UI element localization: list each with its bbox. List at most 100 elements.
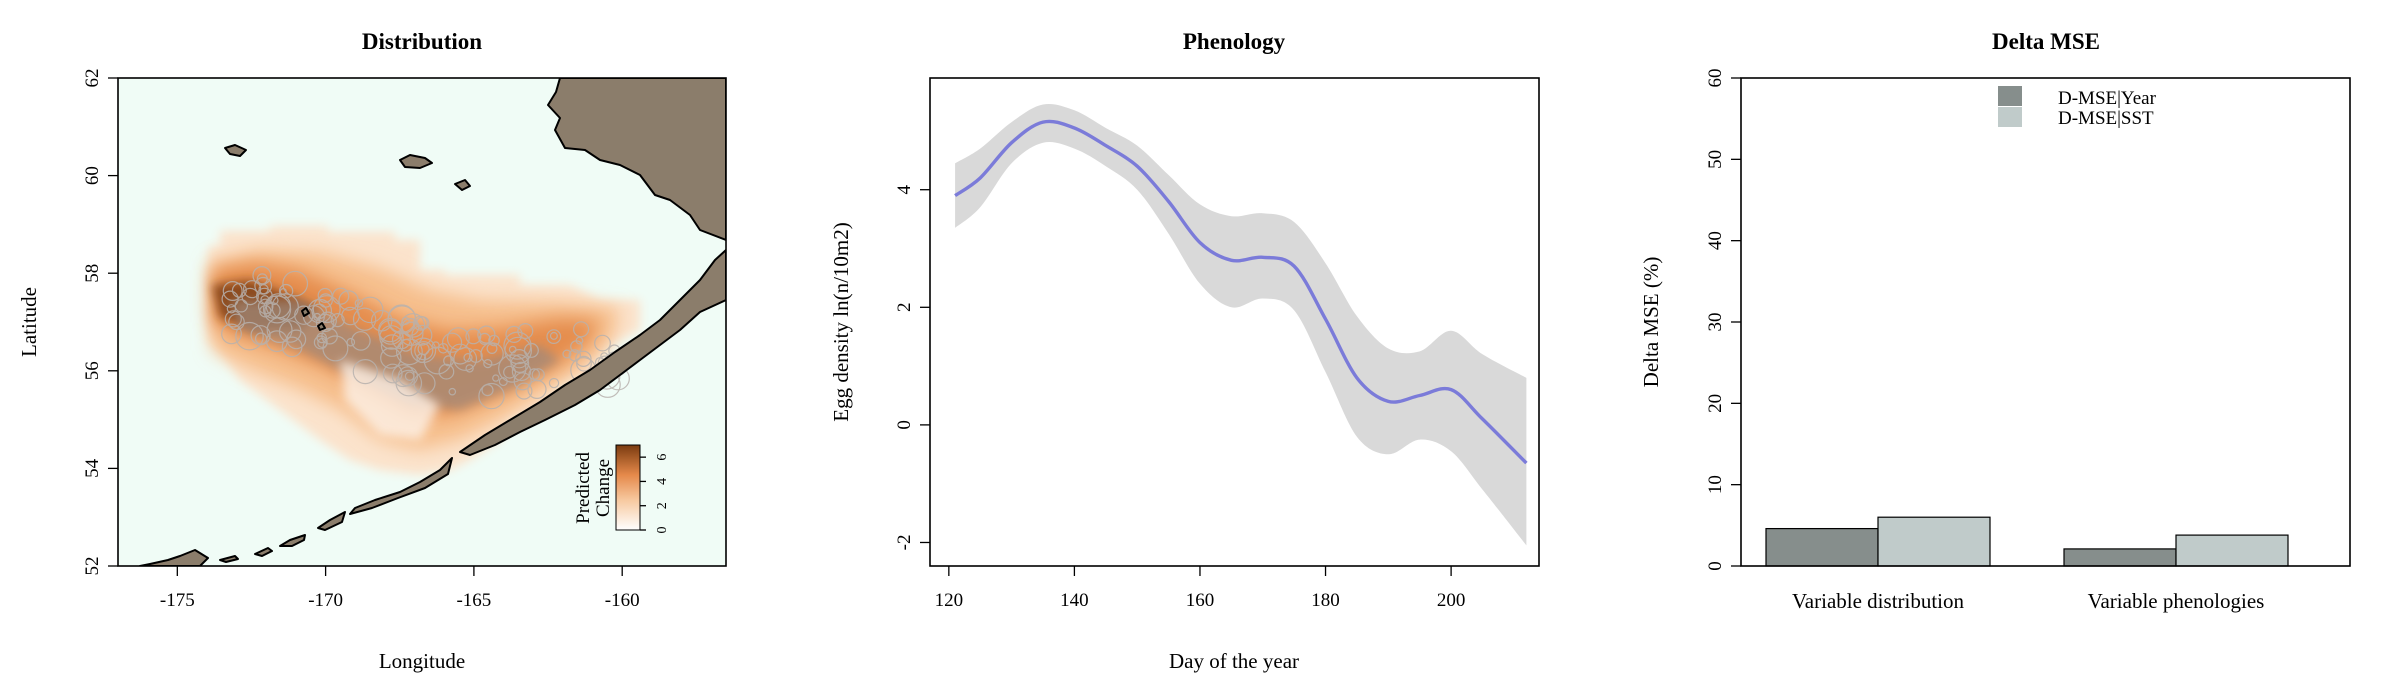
station-circle xyxy=(503,365,517,379)
station-circle xyxy=(438,363,455,380)
station-circle xyxy=(404,371,415,381)
station-circle xyxy=(313,312,322,321)
bar-year xyxy=(1765,527,1879,567)
station-circle xyxy=(378,319,404,345)
station-circle xyxy=(317,287,333,303)
delta-mse-frame xyxy=(1740,77,2351,567)
station-circle xyxy=(486,343,498,355)
station-circle xyxy=(478,382,505,410)
station-circle xyxy=(351,331,371,351)
distribution-y-label: Latitude xyxy=(17,287,41,357)
y-tick-label: 58 xyxy=(82,264,103,283)
x-tick-label: 120 xyxy=(935,590,964,611)
station-circle xyxy=(505,325,523,343)
y-tick-label: 4 xyxy=(894,184,915,194)
category-label: Variable distribution xyxy=(1792,589,1965,613)
station-circle xyxy=(511,361,532,382)
station-circle xyxy=(271,293,299,321)
station-circle xyxy=(352,359,378,385)
station-circle xyxy=(513,372,532,391)
station-circle xyxy=(412,315,428,331)
station-circle xyxy=(282,270,309,297)
station-circle xyxy=(341,306,360,326)
x-tick-label: 160 xyxy=(1186,590,1215,611)
phenology-curve xyxy=(954,119,1528,465)
station-circle xyxy=(448,387,457,396)
station-circle xyxy=(330,313,345,328)
y-tick-label: 60 xyxy=(82,166,103,185)
station-circle xyxy=(477,325,496,344)
station-circle xyxy=(380,347,402,369)
y-tick-label: 10 xyxy=(1705,475,1726,494)
bar-sst xyxy=(1877,516,1991,567)
y-tick-label: 2 xyxy=(894,303,915,313)
colorbar-tick-label: 6 xyxy=(655,454,670,461)
legend-swatch-year xyxy=(1998,86,2022,106)
x-tick-label: -160 xyxy=(605,590,640,611)
station-circle xyxy=(508,345,517,354)
station-circle xyxy=(257,298,274,315)
station-circle xyxy=(576,355,592,372)
legend-label-year: D-MSE|Year xyxy=(2058,88,2157,109)
phenology-x-axis: 120 140 160 180 200 xyxy=(935,566,1465,611)
colorbar-label-line1: Predicted xyxy=(573,452,594,524)
station-circle xyxy=(235,321,264,351)
colorbar-tick-label: 0 xyxy=(655,527,670,534)
confidence-ribbon xyxy=(955,103,1527,546)
phenology-frame xyxy=(929,77,1540,567)
station-circle xyxy=(380,334,404,357)
station-circle xyxy=(478,332,491,345)
y-tick-label: 40 xyxy=(1705,231,1726,250)
station-circle xyxy=(465,328,482,345)
st-lawrence-island xyxy=(224,144,247,157)
station-circle xyxy=(286,329,307,350)
station-circle xyxy=(546,329,562,345)
station-circle xyxy=(228,313,245,331)
station-circle xyxy=(548,377,560,389)
station-circle xyxy=(517,323,534,340)
station-circle xyxy=(321,327,338,345)
station-circle xyxy=(263,295,292,324)
station-circle xyxy=(354,298,364,308)
station-circle xyxy=(515,382,533,400)
aleutian-island-2 xyxy=(279,534,306,547)
legend-swatch-sst xyxy=(1998,107,2022,127)
station-circle xyxy=(352,307,377,331)
station-circle xyxy=(509,349,529,369)
station-circle xyxy=(346,337,356,347)
y-tick-label: 30 xyxy=(1705,313,1726,332)
delta-mse-y-axis: 0 10 20 30 40 50 60 xyxy=(1705,69,1741,571)
aleutian-west xyxy=(139,549,209,566)
distribution-title: Distribution xyxy=(362,29,482,54)
legend-label-sst: D-MSE|SST xyxy=(2058,108,2154,129)
distribution-y-axis: 52 54 56 58 60 62 xyxy=(82,69,118,576)
station-circle xyxy=(311,303,327,320)
distribution-x-label: Longitude xyxy=(379,649,465,673)
y-tick-label: -2 xyxy=(894,535,915,551)
station-circle xyxy=(396,338,423,366)
station-circle xyxy=(453,347,478,371)
station-circle xyxy=(498,377,508,387)
station-circle xyxy=(332,287,350,305)
alaska-mainland xyxy=(547,78,726,241)
station-circle xyxy=(414,341,434,361)
station-circle xyxy=(572,321,590,338)
delta-mse-y-label: Delta MSE (%) xyxy=(1639,257,1663,388)
station-circle xyxy=(575,350,592,367)
x-tick-label: -175 xyxy=(160,590,195,611)
y-tick-label: 0 xyxy=(894,420,915,430)
delta-mse-title: Delta MSE xyxy=(1992,29,2100,54)
station-circle xyxy=(483,359,493,369)
land-masses xyxy=(139,78,726,566)
colorbar-tick-label: 2 xyxy=(655,502,670,509)
station-circle xyxy=(312,295,341,324)
station-circle xyxy=(488,334,500,347)
station-circle xyxy=(224,310,242,328)
aleutian-island-4 xyxy=(219,555,239,563)
phenology-title: Phenology xyxy=(1183,29,1286,54)
station-circle xyxy=(241,287,259,306)
station-circle xyxy=(437,342,449,354)
station-circle xyxy=(278,283,294,299)
pribilof-island-2 xyxy=(317,322,326,331)
station-circle xyxy=(463,353,473,363)
